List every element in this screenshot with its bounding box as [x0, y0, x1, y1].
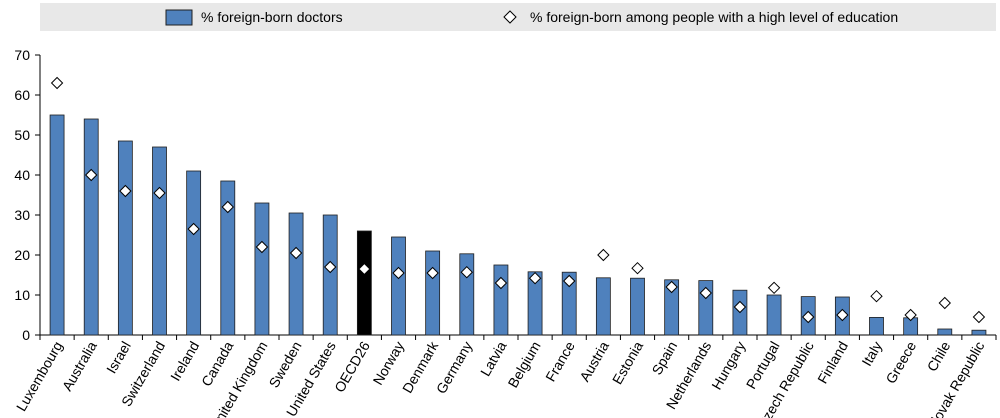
diamond-marker: [528, 271, 542, 285]
bar: [322, 214, 338, 336]
y-tick-label: 20: [14, 247, 30, 263]
bar: [664, 279, 680, 336]
diamond-marker: [324, 260, 337, 274]
bar: [83, 118, 99, 336]
bar: [527, 271, 543, 336]
legend-bar-swatch: [165, 9, 193, 26]
bar: [766, 294, 782, 336]
y-tick-label: 10: [14, 287, 30, 303]
y-tick-label: 30: [14, 207, 30, 223]
bar: [391, 236, 406, 336]
bar: [595, 277, 611, 336]
legend-bar-label: % foreign-born doctors: [201, 9, 343, 25]
category-label: Italy: [858, 339, 885, 369]
diamond-marker: [50, 76, 64, 90]
diamond-marker: [119, 184, 132, 198]
diamond-marker: [802, 310, 815, 324]
category-label: Latvia: [477, 338, 510, 379]
bar: [459, 253, 475, 336]
diamond-marker: [904, 308, 917, 322]
diamond-marker: [85, 168, 98, 182]
legend-diamond-marker: [503, 10, 517, 24]
bar: [186, 170, 202, 336]
category-label: Luxembourg: [13, 339, 66, 414]
bar: [152, 146, 167, 336]
diamond-marker: [665, 280, 678, 294]
diamond-marker: [153, 186, 166, 200]
bar: [493, 264, 509, 336]
diamond-marker: [631, 261, 644, 275]
diamond-marker: [289, 246, 303, 260]
category-label: Israel: [103, 339, 134, 377]
diamond-marker: [426, 266, 439, 280]
diamond-marker: [460, 265, 473, 279]
diamond-marker: [972, 310, 986, 324]
diamond-marker: [836, 308, 849, 322]
diamond-marker: [733, 300, 747, 314]
category-label: Belgium: [505, 339, 544, 391]
category-label: Austria: [576, 338, 612, 384]
diamond-marker: [563, 274, 576, 288]
diamond-marker: [597, 248, 610, 262]
diamond-marker: [187, 222, 200, 236]
diamond-marker: [358, 262, 371, 276]
category-label: Ireland: [167, 339, 202, 384]
category-label: Greece: [882, 338, 919, 386]
bar: [561, 271, 577, 336]
bar: [117, 140, 133, 336]
diamond-marker: [221, 200, 234, 214]
bar: [220, 180, 236, 336]
y-tick-label: 70: [14, 47, 30, 63]
y-tick-label: 50: [14, 127, 30, 143]
legend-background: [40, 3, 996, 31]
category-label: Canada: [198, 338, 236, 389]
legend-diamond-label: % foreign-born among people with a high …: [530, 9, 898, 25]
diamond-marker: [392, 266, 405, 280]
diamond-marker: [870, 289, 883, 303]
bar: [49, 114, 65, 336]
diamond-marker: [255, 240, 269, 254]
y-tick-label: 0: [22, 327, 30, 343]
bar: [630, 277, 645, 336]
bar: [254, 202, 270, 336]
y-tick-label: 60: [14, 87, 30, 103]
bar: [288, 212, 304, 336]
y-tick-label: 40: [14, 167, 30, 183]
category-label: Estonia: [609, 338, 646, 387]
diamond-marker: [938, 296, 951, 310]
diamond-marker: [494, 276, 508, 290]
category-label: Norway: [370, 339, 408, 388]
diamond-marker: [699, 286, 712, 300]
bar: [356, 230, 372, 336]
bar: [971, 329, 987, 336]
bar: [425, 250, 441, 336]
bar: [937, 328, 953, 336]
category-label: Spain: [648, 339, 680, 378]
category-label: Chile: [924, 338, 954, 374]
bar: [869, 316, 884, 336]
category-label: France: [542, 338, 578, 384]
category-label: Finland: [814, 339, 851, 387]
diamond-marker: [767, 281, 781, 295]
